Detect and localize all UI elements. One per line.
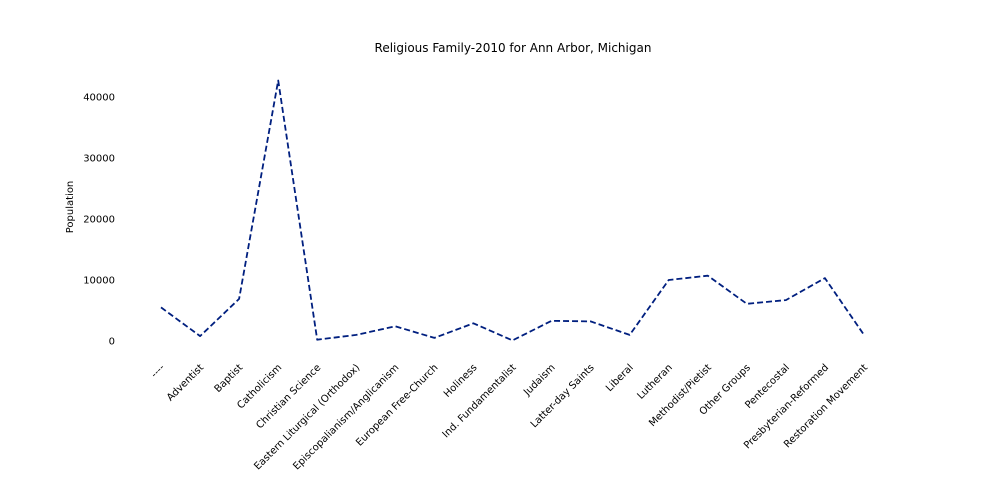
x-tick-label: Lutheran [635, 362, 674, 401]
data-point [237, 297, 241, 301]
y-axis-label: Population [65, 181, 76, 234]
data-point [667, 278, 671, 282]
series-line [160, 79, 865, 342]
data-point [706, 274, 710, 278]
data-point [784, 298, 788, 302]
data-point [315, 338, 319, 342]
series-layer [159, 79, 866, 342]
data-point [511, 338, 515, 342]
data-point [159, 305, 163, 309]
y-axis-ticks: 0 10000 20000 30000 40000 [83, 92, 115, 347]
data-point [745, 302, 749, 306]
y-tick-label: 40000 [83, 92, 115, 103]
data-point [823, 276, 827, 280]
x-tick-label: Restoration Movement [782, 362, 870, 450]
chart-title: Religious Family-2010 for Ann Arbor, Mic… [375, 41, 652, 55]
y-tick-label: 30000 [83, 153, 115, 164]
data-point [198, 334, 202, 338]
x-tick-label: Baptist [213, 362, 246, 395]
x-tick-label: Ind. Fundamentalist [441, 362, 519, 440]
x-tick-label: Holiness [442, 362, 480, 400]
data-point [471, 321, 475, 325]
data-point [276, 79, 280, 83]
x-tick-label: Adventist [165, 362, 206, 403]
x-axis-ticks: ----Adventist BaptistCatholicismChristian… [149, 362, 870, 472]
data-point [589, 319, 593, 323]
data-point [393, 324, 397, 328]
data-point [628, 333, 632, 337]
x-tick-label: European Free-Church [354, 362, 440, 448]
x-tick-label: Judaism [521, 362, 557, 398]
y-tick-label: 10000 [83, 275, 115, 286]
x-tick-label: Liberal [604, 362, 636, 394]
data-point [432, 336, 436, 340]
y-tick-label: 0 [109, 336, 115, 347]
x-tick-label: Christian Science [254, 362, 323, 431]
data-point [354, 333, 358, 337]
y-tick-label: 20000 [83, 214, 115, 225]
data-point [862, 333, 866, 337]
data-point [550, 319, 554, 323]
x-tick-label: ---- [149, 362, 167, 380]
